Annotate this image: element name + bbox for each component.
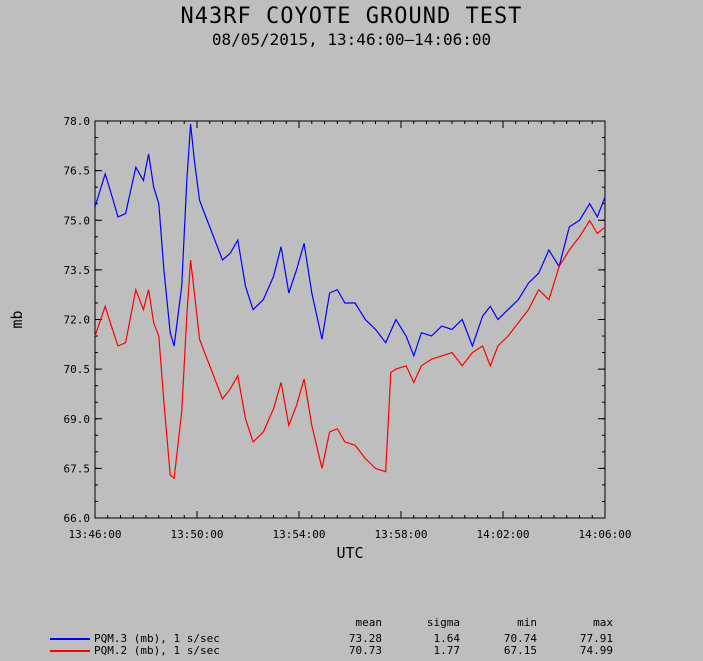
legend-label-pqm3: PQM.3 (mb), 1 s/sec (94, 632, 220, 645)
legend-swatch-pqm3 (50, 638, 90, 640)
mean-value: 70.73 (348, 644, 382, 657)
chart-subtitle: 08/05/2015, 13:46:00–14:06:00 (211, 30, 492, 49)
sigma-value: 1.77 (433, 644, 461, 657)
y-tick-label: 72.0 (64, 314, 91, 327)
y-tick-label: 75.0 (64, 214, 91, 227)
y-tick-label: 67.5 (64, 462, 91, 475)
line-chart: 66.0 67.5 69.0 70.5 72.0 73.5 75.0 76.5 78.0 13:4… (8, 115, 632, 562)
min-value: 70.74 (503, 632, 537, 645)
y-axis-label: mb (8, 310, 26, 328)
sigma-header: sigma (426, 616, 460, 629)
mean-header: mean (355, 616, 383, 629)
y-tick-label: 69.0 (64, 413, 91, 426)
statistics-row-pqm3: PQM.3 (mb), 1 s/sec 73.28 1.64 70.74 77.… (0, 632, 703, 645)
y-tick-label: 66.0 (64, 512, 91, 525)
y-tick-label: 70.5 (64, 363, 91, 376)
max-header: max (593, 616, 613, 629)
sigma-value: 1.64 (433, 632, 461, 645)
y-tick-label: 73.5 (64, 264, 91, 277)
legend-swatch-pqm2 (50, 650, 90, 652)
x-axis-label: UTC (336, 544, 363, 562)
min-header: min (517, 616, 537, 629)
series-line-pqm2 (94, 219, 606, 480)
min-value: 67.15 (503, 644, 537, 657)
x-tick-label: 13:58:00 (375, 528, 428, 541)
x-tick-label: 13:46:00 (69, 528, 122, 541)
y-tick-label: 78.0 (64, 115, 91, 128)
x-tick-label: 14:02:00 (477, 528, 530, 541)
x-tick-label: 14:06:00 (579, 528, 632, 541)
legend-label-pqm2: PQM.2 (mb), 1 s/sec (94, 644, 220, 657)
x-tick-label: 13:50:00 (171, 528, 224, 541)
statistics-row-pqm2: PQM.2 (mb), 1 s/sec 70.73 1.77 67.15 74.… (0, 644, 703, 657)
y-tick-label: 76.5 (64, 165, 91, 178)
max-value: 77.91 (579, 632, 613, 645)
plot-area (94, 120, 606, 519)
title-block: N43RF COYOTE GROUND TEST 08/05/2015, 13:… (0, 4, 703, 50)
x-tick-label: 13:54:00 (273, 528, 326, 541)
chart-title: N43RF COYOTE GROUND TEST (180, 4, 523, 29)
statistics-header: mean sigma min max (0, 616, 703, 629)
mean-value: 73.28 (348, 632, 382, 645)
max-value: 74.99 (579, 644, 613, 657)
series-line-pqm3 (94, 123, 606, 358)
